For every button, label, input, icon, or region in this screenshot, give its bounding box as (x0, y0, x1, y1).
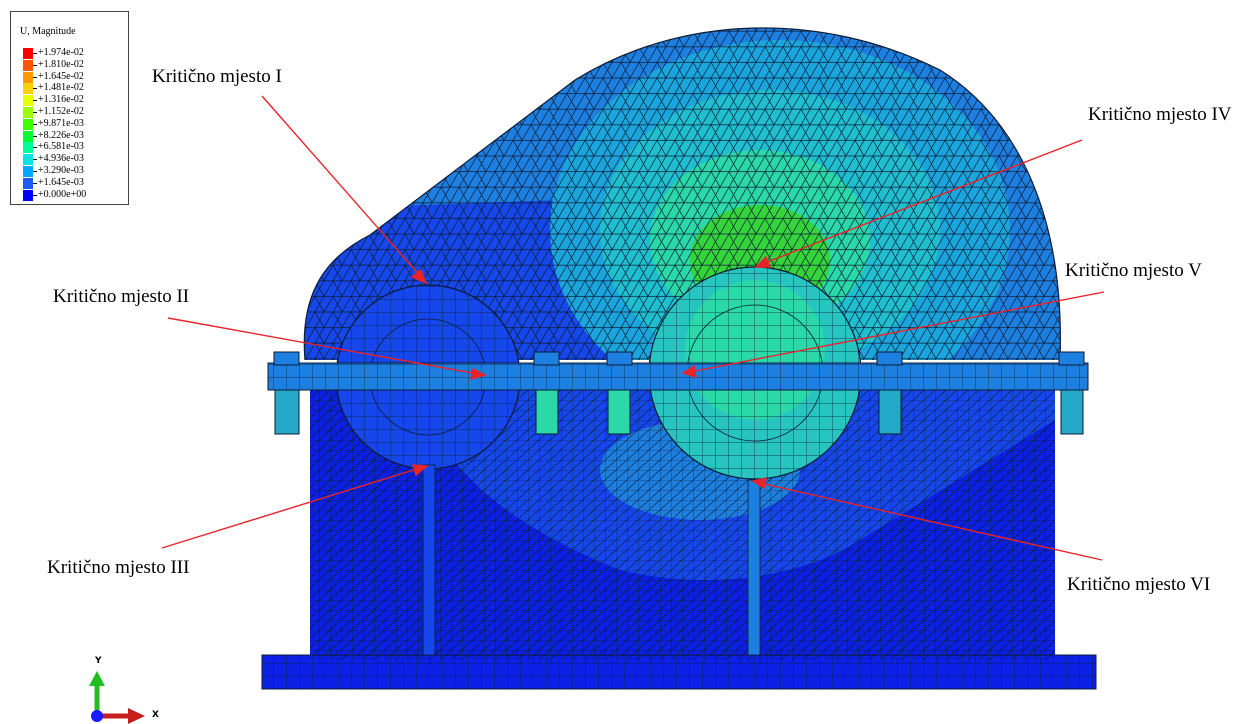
legend-row: +4.936e-03 (23, 153, 127, 166)
legend-label: +9.871e-03 (38, 117, 84, 129)
legend-row: +1.645e-03 (23, 176, 127, 189)
legend-label: +1.645e-02 (38, 70, 84, 82)
legend-row: +6.581e-03 (23, 141, 127, 154)
legend-tick (33, 182, 37, 184)
legend-swatch (23, 142, 33, 154)
callout-label-III: Kritično mjesto III (47, 557, 190, 578)
triad-x-label: X (152, 710, 159, 720)
arrow-III (161, 467, 421, 549)
legend-tick (33, 194, 37, 196)
legend-tick (33, 64, 37, 66)
legend-row: +8.226e-03 (23, 129, 127, 142)
legend-swatch (23, 130, 33, 142)
legend-label: +1.645e-03 (38, 176, 84, 188)
callout-label-IV: Kritično mjesto IV (1088, 104, 1232, 125)
legend-swatch (23, 71, 33, 83)
legend-tick (33, 159, 37, 161)
callout-label-II: Kritično mjesto II (53, 286, 190, 307)
legend-tick (33, 171, 37, 172)
vertical-supports (422, 464, 761, 656)
arrow-IV (761, 139, 1083, 265)
triad-y-label: Y (95, 656, 102, 666)
legend-row: +3.290e-03 (23, 165, 127, 177)
legend-label: +1.810e-02 (38, 58, 84, 70)
base-plate (261, 654, 1097, 690)
callout-arrows (161, 95, 1105, 561)
legend-tick (33, 123, 37, 125)
legend-label: +4.936e-03 (38, 153, 84, 165)
flange (267, 362, 1089, 391)
legend-tick (33, 147, 37, 149)
arrow-I (261, 95, 423, 279)
arrow-VI (759, 482, 1103, 561)
view-triad (89, 671, 145, 724)
legend-label: +1.316e-02 (38, 94, 84, 106)
legend-label: +0.000e+00 (38, 188, 87, 200)
legend-swatch (23, 95, 33, 107)
bolts (273, 351, 1085, 435)
legend-swatch (23, 48, 33, 59)
legend-tick (33, 88, 37, 90)
legend-row: +1.974e-02 (23, 47, 127, 59)
legend-swatch (23, 189, 33, 201)
legend-row: +1.481e-02 (23, 82, 127, 95)
legend-tick (33, 53, 37, 54)
legend-row: +1.152e-02 (23, 106, 127, 118)
legend-swatch (23, 118, 33, 130)
callout-label-I: Kritično mjesto I (152, 66, 282, 87)
arrow-II (167, 317, 479, 375)
legend-swatch (23, 59, 33, 71)
legend-label: +1.481e-02 (38, 82, 84, 94)
legend-row: +1.645e-02 (23, 70, 127, 83)
legend-row: +1.316e-02 (23, 94, 127, 107)
legend-swatch (23, 177, 33, 189)
legend-swatch (23, 154, 33, 166)
legend-tick (33, 135, 37, 137)
legend-title: U, Magnitude (20, 26, 76, 37)
legend-swatch (23, 83, 33, 95)
legend-tick (33, 112, 37, 113)
legend-label: +1.974e-02 (38, 47, 84, 58)
legend-tick (33, 76, 37, 78)
legend-label: +8.226e-03 (38, 129, 84, 141)
legend-label: +3.290e-03 (38, 165, 84, 176)
contour-legend: U, Magnitude +1.974e-02 +1.810e-02 +1.645e… (10, 11, 129, 205)
legend-label: +1.152e-02 (38, 106, 84, 117)
callout-label-V: Kritično mjesto V (1065, 260, 1202, 281)
legend-row: +9.871e-03 (23, 117, 127, 130)
arrow-V (689, 291, 1105, 373)
legend-label: +6.581e-03 (38, 141, 84, 153)
callout-label-VI: Kritično mjesto VI (1067, 574, 1211, 595)
legend-swatch (23, 166, 33, 177)
legend-row: +1.810e-02 (23, 58, 127, 71)
legend-swatch (23, 107, 33, 118)
legend-row: +0.000e+00 (23, 188, 127, 201)
legend-tick (33, 100, 37, 102)
